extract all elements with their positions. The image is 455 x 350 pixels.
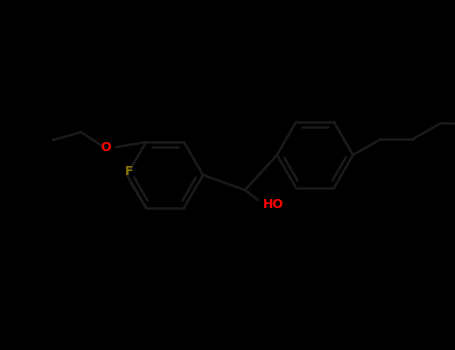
Text: O: O	[101, 141, 111, 154]
Text: HO: HO	[263, 198, 284, 211]
Text: F: F	[125, 165, 133, 178]
